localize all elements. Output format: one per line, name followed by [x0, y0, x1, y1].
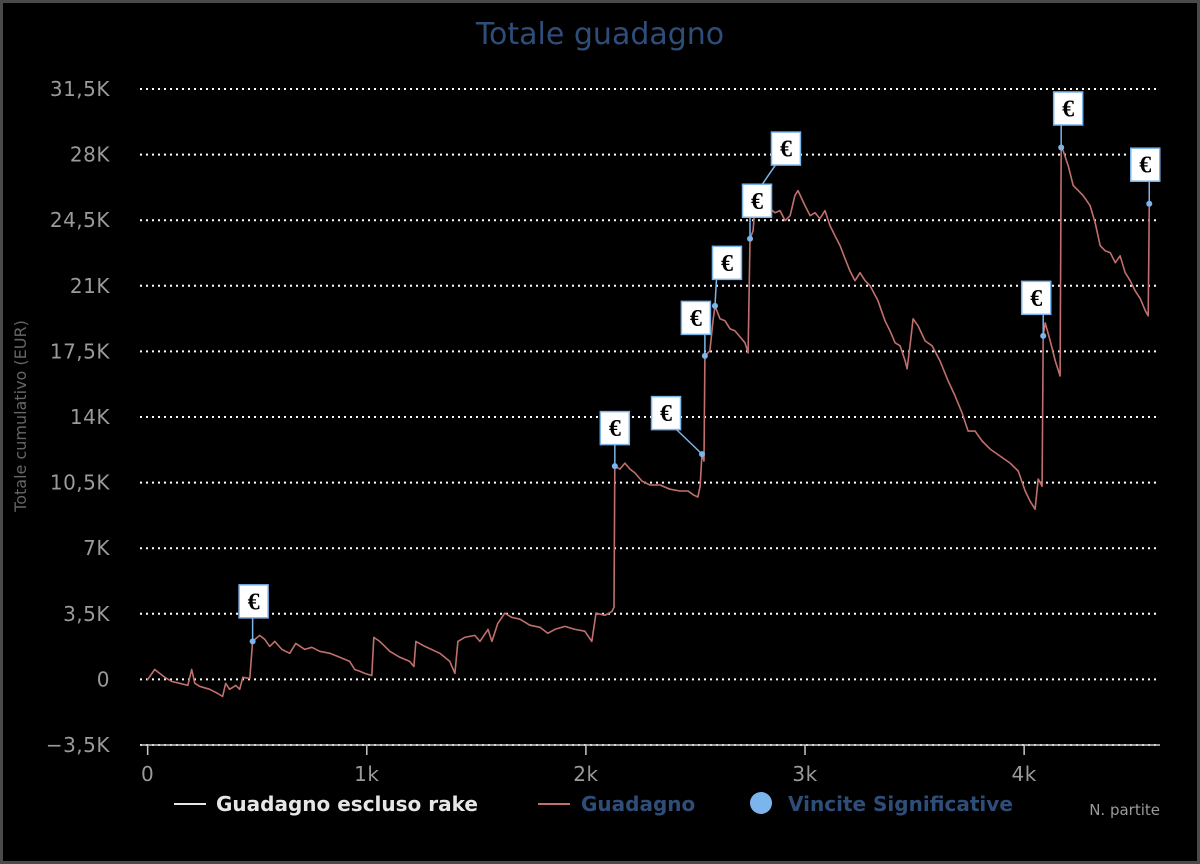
flag-point[interactable]	[1058, 144, 1065, 151]
flag-connector	[714, 279, 718, 306]
flag-marker[interactable]: €	[1052, 91, 1084, 126]
flag-label: €	[609, 416, 621, 442]
flag-point[interactable]	[611, 463, 618, 470]
flag-marker[interactable]: €	[711, 245, 743, 281]
y-tick-label: 24,5K	[50, 208, 111, 232]
flag-marker[interactable]: €	[770, 131, 802, 166]
flag-box	[1130, 147, 1161, 182]
flag-box	[650, 395, 682, 431]
flag-label: €	[1062, 96, 1074, 122]
flag-box	[1052, 91, 1084, 126]
flag-label: €	[780, 137, 792, 163]
y-tick-label: −3,5K	[46, 733, 111, 757]
flag-box	[238, 584, 269, 619]
flag-label: €	[248, 589, 260, 615]
y-tick-label: 31,5K	[50, 77, 111, 101]
x-tick-label: 4k	[1011, 762, 1036, 786]
flag-marker[interactable]: €	[1130, 147, 1161, 182]
y-tick-label: 28K	[70, 143, 110, 167]
flag-box	[770, 131, 802, 166]
y-tick-label: 10,5K	[50, 471, 111, 495]
chart-title: Totale guadagno	[475, 17, 724, 52]
flag-label: €	[1030, 286, 1042, 312]
flag-point[interactable]	[699, 451, 706, 458]
legend-label: Vincite Significative	[788, 792, 1013, 816]
flag-connector	[676, 429, 703, 455]
legend-item-guadagno[interactable]: Guadagno	[538, 792, 695, 816]
flag-point[interactable]	[1146, 200, 1153, 207]
y-tick-label: 21K	[70, 274, 110, 298]
flag-point[interactable]	[747, 235, 754, 242]
x-tick-label: 3k	[792, 762, 817, 786]
x-tick-label: 2k	[573, 762, 598, 786]
flag-marker[interactable]: €	[238, 584, 269, 619]
series-line-guadagno	[146, 146, 1151, 698]
legend-circle-symbol	[750, 792, 772, 814]
flag-box	[680, 300, 712, 336]
legend: Guadagno escluso rake Guadagno Vincite S…	[174, 792, 1013, 816]
flag-point[interactable]	[701, 352, 708, 359]
flag-label: €	[1139, 153, 1151, 179]
flag-label: €	[721, 251, 733, 277]
flag-marker[interactable]: €	[741, 183, 773, 219]
legend-item-vincite-significative[interactable]: Vincite Significative	[750, 792, 1013, 816]
flag-point[interactable]	[1040, 332, 1047, 339]
y-tick-label: 17,5K	[50, 339, 111, 363]
flag-box	[599, 410, 631, 446]
flag-marker[interactable]: €	[599, 410, 631, 446]
y-axis-labels: 31,5K 28K 24,5K 21K 17,5K 14K 10,5K 7K 3,5K 0 −3,5…	[46, 77, 111, 757]
series-layer	[146, 146, 1151, 698]
legend-item-guadagno-escluso-rake[interactable]: Guadagno escluso rake	[174, 792, 478, 816]
flag-point[interactable]	[249, 638, 256, 645]
x-axis-title: N. partite	[1089, 801, 1160, 819]
x-tick-label: 0	[141, 762, 154, 786]
x-tick-label: 1k	[354, 762, 379, 786]
flag-box	[711, 245, 743, 281]
y-axis-title: Totale cumulativo (EUR)	[11, 320, 30, 513]
y-tick-label: 7K	[83, 536, 110, 560]
x-axis: 0 1k 2k 3k 4k	[140, 744, 1160, 786]
y-tick-label: 0	[97, 667, 110, 691]
legend-label: Guadagno escluso rake	[216, 792, 478, 816]
y-tick-label: 14K	[70, 405, 110, 429]
flag-box	[1020, 280, 1052, 316]
flag-label: €	[660, 401, 672, 427]
flag-marker[interactable]: €	[680, 300, 712, 336]
legend-label: Guadagno	[581, 792, 695, 816]
flag-box	[741, 183, 773, 219]
flag-boxes: € € € € € € € € € €	[238, 91, 1161, 619]
y-tick-label: 3,5K	[63, 602, 110, 626]
flags-layer: € € € € € € € € € €	[238, 91, 1161, 645]
flag-connectors	[251, 124, 1151, 642]
flag-label: €	[690, 306, 702, 332]
flag-point[interactable]	[711, 302, 718, 309]
flag-marker[interactable]: €	[1020, 280, 1052, 316]
flag-label: €	[751, 189, 763, 215]
flag-marker[interactable]: €	[650, 395, 682, 431]
